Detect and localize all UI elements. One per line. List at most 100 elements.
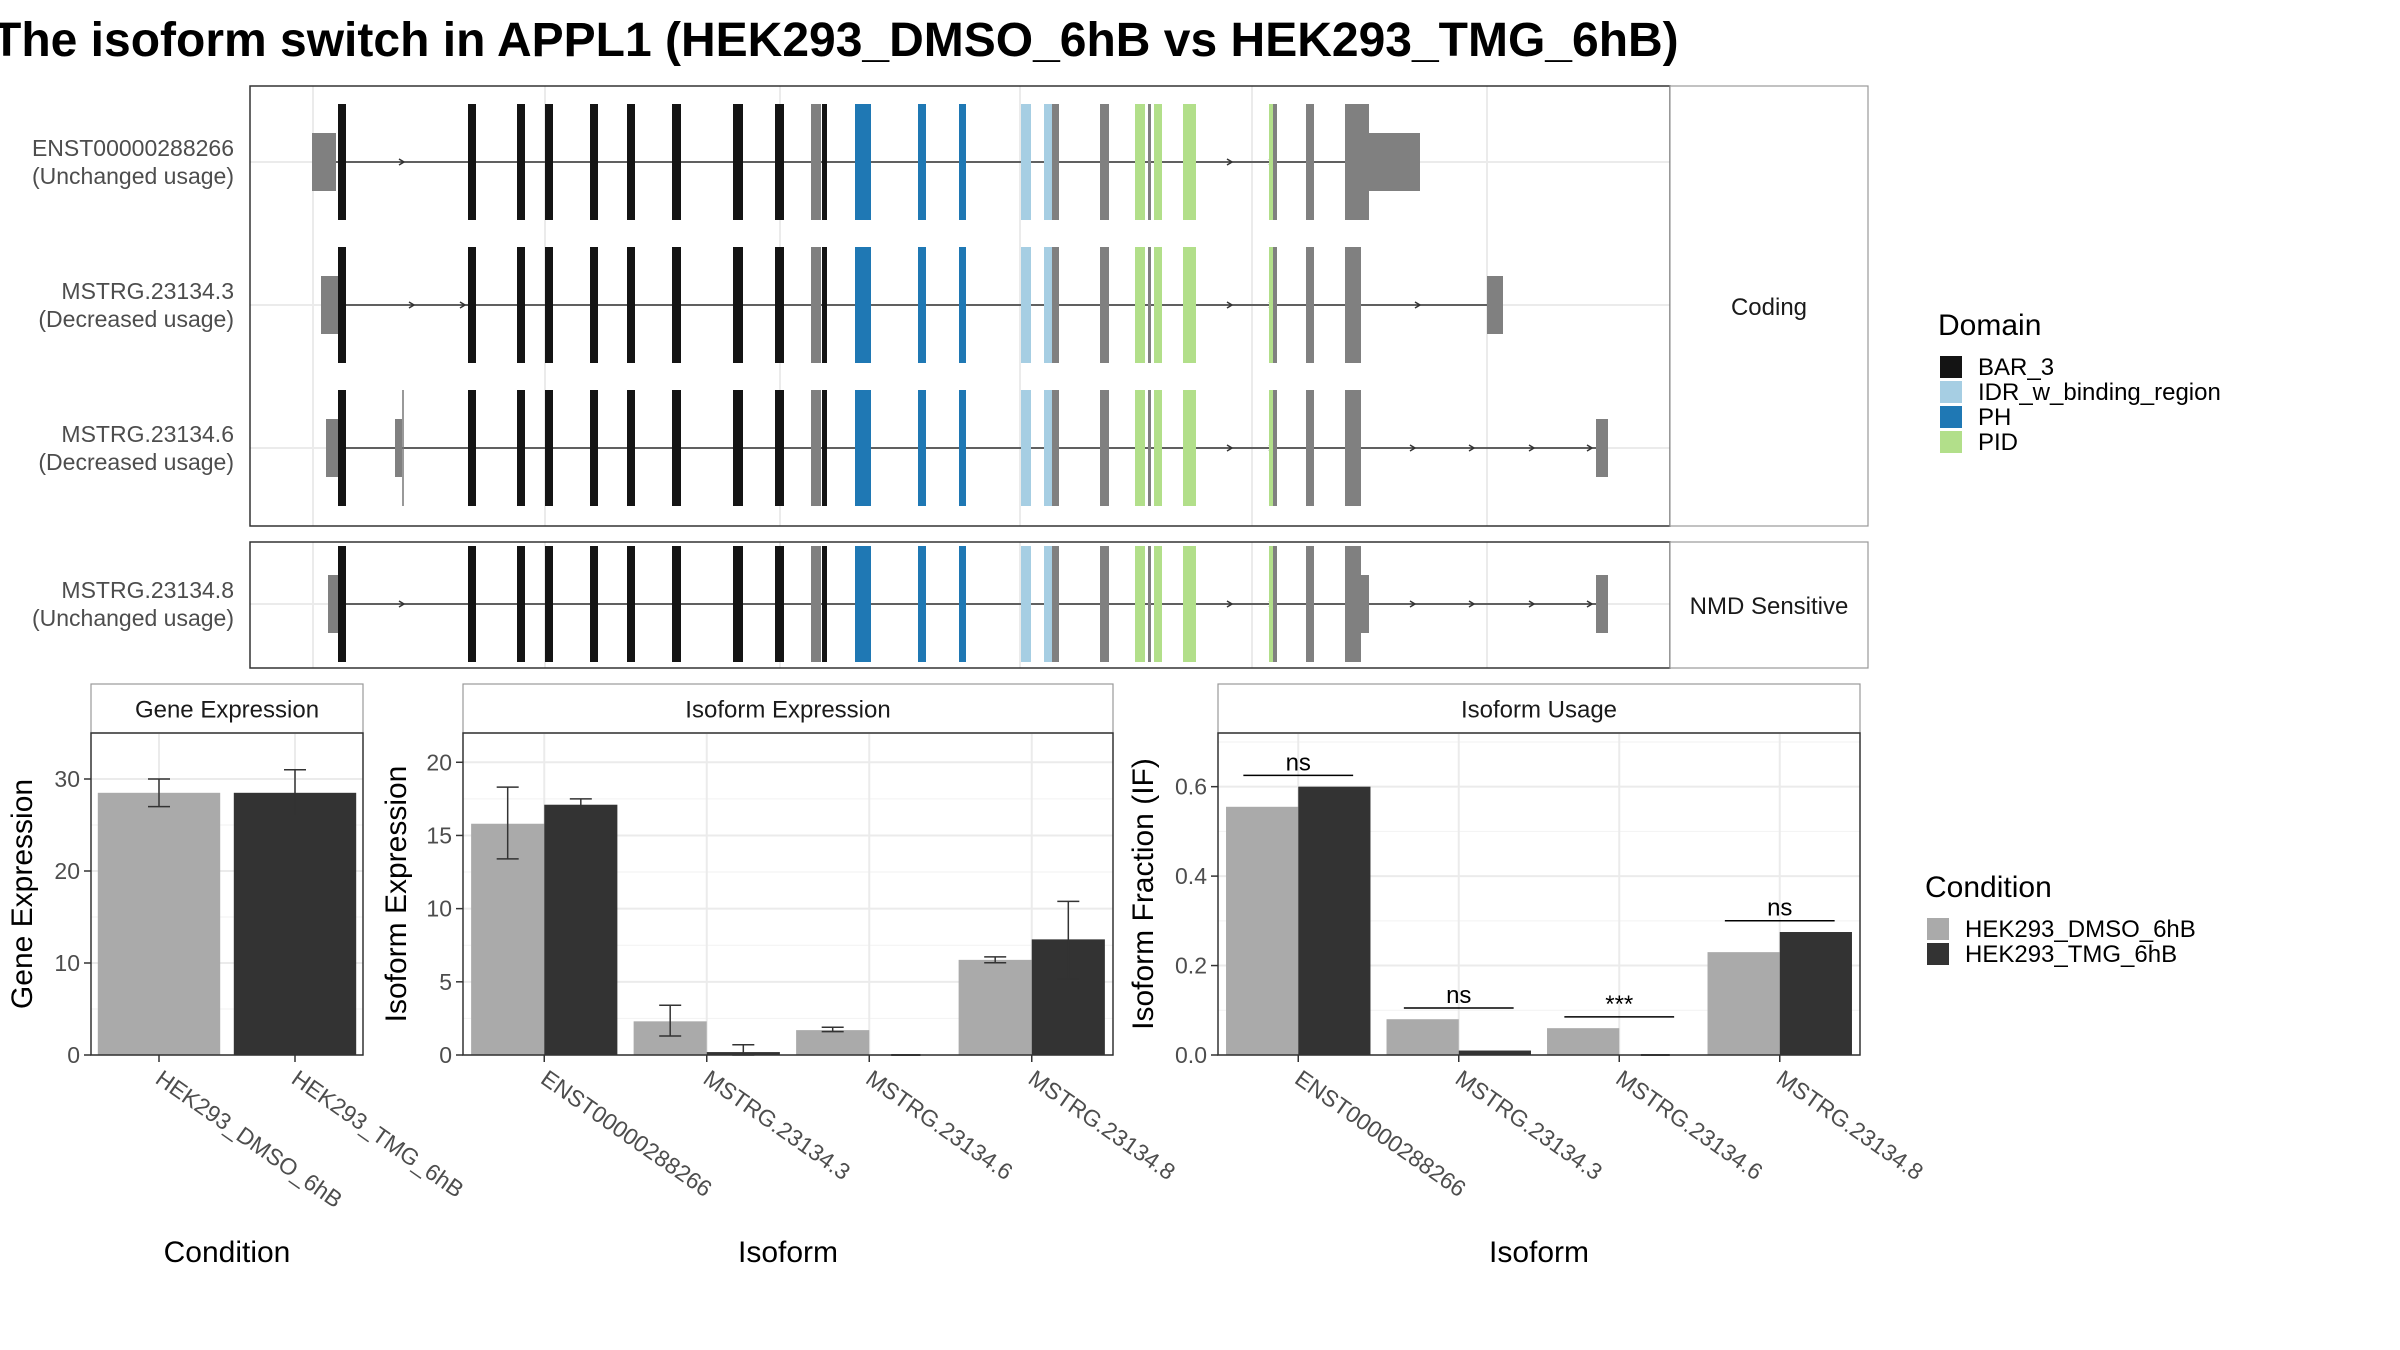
exon-block-BAR_3 xyxy=(627,546,635,662)
exon-block-noncoding xyxy=(1306,247,1314,363)
exon-block-BAR_3 xyxy=(590,390,598,506)
exon-block-PID xyxy=(1154,104,1162,220)
direction-arrow xyxy=(459,301,467,309)
y-tick-label: 10 xyxy=(426,896,452,922)
direction-arrow xyxy=(1528,444,1536,452)
y-tick-label: 0.2 xyxy=(1175,953,1207,979)
direction-arrow xyxy=(398,600,406,608)
exon-block-noncoding xyxy=(1100,104,1109,220)
exon-block-BAR_3 xyxy=(545,390,553,506)
exon-block-BAR_3 xyxy=(338,104,346,220)
domain-legend-label: BAR_3 xyxy=(1978,354,2054,381)
x-axis-title: Isoform xyxy=(1489,1236,1589,1269)
bar xyxy=(1547,1028,1620,1055)
isoform-usage-label: (Decreased usage) xyxy=(38,306,234,332)
isoform-usage-label: (Unchanged usage) xyxy=(32,605,234,631)
exon-block-BAR_3 xyxy=(822,247,827,363)
utr-block xyxy=(1596,575,1608,633)
utr-block xyxy=(328,575,338,633)
exon-block-IDR_w_binding_region xyxy=(1021,104,1031,220)
exon-block-BAR_3 xyxy=(338,247,346,363)
exon-block-noncoding xyxy=(1306,546,1314,662)
x-axis-title: Isoform xyxy=(738,1236,838,1269)
exon-block-PID xyxy=(1135,104,1145,220)
bar xyxy=(544,804,618,1055)
exon-block-BAR_3 xyxy=(468,546,476,662)
direction-arrow xyxy=(1226,600,1234,608)
direction-arrow xyxy=(408,301,416,309)
exon-block-noncoding xyxy=(1052,546,1059,662)
exon-block-noncoding xyxy=(811,390,821,506)
exon-block-noncoding xyxy=(1273,390,1277,506)
utr-block xyxy=(1352,419,1361,477)
exon-block-noncoding xyxy=(1100,247,1109,363)
isoform-label: MSTRG.23134.8 xyxy=(61,577,234,603)
exon-block-PID xyxy=(1183,104,1196,220)
utr-block xyxy=(1345,546,1361,662)
condition-legend-label: HEK293_DMSO_6hB xyxy=(1965,916,2196,943)
exon-block-IDR_w_binding_region xyxy=(1044,104,1052,220)
panel-border xyxy=(462,732,1114,1056)
utr-block xyxy=(1596,419,1608,477)
isoform-label: MSTRG.23134.3 xyxy=(61,278,234,304)
exon-block-noncoding xyxy=(1148,546,1151,662)
exon-block-PID xyxy=(1135,546,1145,662)
exon-block-BAR_3 xyxy=(672,247,681,363)
transcript-ENST00000288266 xyxy=(312,104,1420,220)
exon-block-noncoding xyxy=(1052,104,1059,220)
bar xyxy=(1298,786,1371,1055)
utr-block xyxy=(312,133,336,191)
domain-legend-key xyxy=(1940,381,1962,403)
exon-block-PH xyxy=(918,390,926,506)
exon-block-noncoding xyxy=(1148,390,1151,506)
exon-block-PH xyxy=(959,546,966,662)
panel-strip xyxy=(462,683,1114,734)
x-tick-label: MSTRG.23134.6 xyxy=(1611,1065,1767,1185)
domain-legend-key xyxy=(1940,356,1962,378)
utr-block xyxy=(1352,276,1361,334)
exon-block-noncoding xyxy=(1306,390,1314,506)
direction-arrow xyxy=(1226,158,1234,166)
y-tick-label: 0.4 xyxy=(1175,863,1207,889)
significance-label: ns xyxy=(1446,982,1471,1009)
exon-block-noncoding xyxy=(1306,104,1314,220)
isoform-label: ENST00000288266 xyxy=(32,135,234,161)
condition-legend-title: Condition xyxy=(1925,871,2052,904)
exon-block-PH xyxy=(855,546,871,662)
x-tick-label: ENST00000288266 xyxy=(1290,1065,1470,1202)
exon-block-BAR_3 xyxy=(775,390,784,506)
x-tick-label: MSTRG.23134.3 xyxy=(699,1065,855,1185)
exon-block-BAR_3 xyxy=(338,546,346,662)
exon-block-PID xyxy=(1183,390,1196,506)
exon-block-noncoding xyxy=(1273,247,1277,363)
exon-block-BAR_3 xyxy=(672,104,681,220)
utr-block xyxy=(1487,276,1503,334)
exon-block-noncoding xyxy=(1052,390,1059,506)
domain-legend-key xyxy=(1940,406,1962,428)
exon-block-BAR_3 xyxy=(775,104,784,220)
significance-label: ns xyxy=(1767,895,1792,922)
transcript-MSTRG.23134.6 xyxy=(326,390,1608,506)
direction-arrow xyxy=(1409,600,1417,608)
exon-block-BAR_3 xyxy=(517,104,525,220)
panel-title: Isoform Usage xyxy=(1461,697,1617,724)
exon-block-PID xyxy=(1183,247,1196,363)
direction-arrow xyxy=(1226,444,1234,452)
exon-block-BAR_3 xyxy=(733,546,743,662)
transcript-MSTRG.23134.8 xyxy=(328,546,1608,662)
exon-block-PH xyxy=(918,104,926,220)
exon-block-BAR_3 xyxy=(672,546,681,662)
y-tick-label: 15 xyxy=(426,822,452,848)
isoform-usage-chart: Isoform Usage ns ns *** ns 0.0 0.2 0.4 0.6 ENST00… xyxy=(1127,683,1928,1269)
exon-block-PH xyxy=(959,247,966,363)
utr-block xyxy=(1345,104,1369,220)
isoform-usage-label: (Unchanged usage) xyxy=(32,163,234,189)
exon-block-PH xyxy=(855,390,871,506)
panel-border xyxy=(1217,732,1861,1056)
x-tick-label: MSTRG.23134.8 xyxy=(1024,1065,1180,1185)
exon-block-PID xyxy=(1135,390,1145,506)
y-tick-label: 20 xyxy=(426,749,452,775)
utr-block xyxy=(321,276,339,334)
